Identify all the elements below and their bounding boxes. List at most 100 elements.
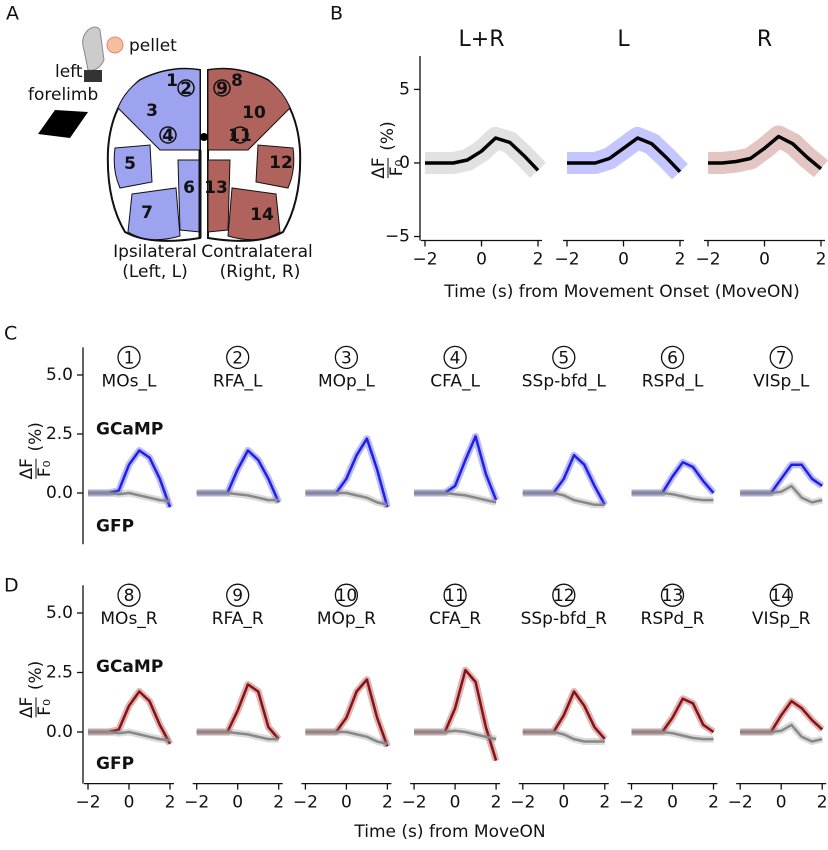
- x-tick-label: −2: [293, 793, 318, 813]
- legend-label: GFP: [96, 754, 134, 774]
- chart-title: RFA_R: [212, 609, 264, 629]
- region: [227, 187, 281, 241]
- title-number: 9: [232, 586, 243, 606]
- region-number: 1: [166, 71, 178, 91]
- region-number: 7: [141, 203, 153, 223]
- series-line: [631, 730, 714, 741]
- x-tick-label: 2: [817, 793, 828, 813]
- panel-label: C: [4, 323, 17, 345]
- chart-title: MOp_R: [317, 609, 376, 629]
- panel-label: B: [330, 3, 343, 25]
- x-tick-label: 0: [476, 250, 487, 270]
- region-number: 9: [216, 79, 228, 99]
- wrist: [84, 70, 102, 82]
- region-circle: [213, 79, 231, 97]
- side-label: Contralateral: [201, 242, 313, 262]
- region-number: 6: [183, 178, 195, 198]
- title-number-circle: [443, 345, 467, 370]
- series-line: [522, 730, 605, 743]
- series-line: [196, 491, 279, 502]
- region-number: 12: [269, 153, 293, 173]
- title-number-circle: [226, 583, 250, 607]
- x-tick-label: 0: [618, 250, 629, 270]
- chart-title: VISp_R: [752, 609, 811, 629]
- x-tick-label: 0: [759, 250, 770, 270]
- x-tick-label: 2: [382, 793, 393, 813]
- y-tick-label: 5.0: [46, 603, 73, 623]
- x-tick-label: 2: [165, 793, 176, 813]
- series-line: [414, 729, 497, 741]
- legend-label: GCaMP: [96, 657, 163, 677]
- y-label-unit: (%): [378, 121, 398, 150]
- side-label: (Left, L): [122, 262, 188, 282]
- series-line: [305, 491, 388, 507]
- y-label-num: ΔF: [17, 697, 37, 718]
- title-number-circle: [552, 345, 576, 370]
- title-number: 7: [776, 348, 787, 368]
- chart-title: RSPd_R: [641, 609, 705, 629]
- series-line: [740, 723, 823, 743]
- region: [255, 144, 295, 189]
- mean-line: [708, 134, 823, 171]
- sem-band: [305, 489, 389, 509]
- region-number: 8: [231, 71, 243, 91]
- x-tick-label: 2: [533, 250, 544, 270]
- sem-band: [305, 728, 389, 748]
- x-tick-label: −2: [184, 793, 209, 813]
- x-tick-label: 2: [273, 793, 284, 813]
- title-number-circle: [443, 583, 467, 607]
- title-number: 8: [124, 586, 135, 606]
- x-tick-label: 0: [776, 793, 787, 813]
- x-tick-label: −2: [75, 793, 100, 813]
- chart-title: L: [617, 27, 630, 52]
- x-tick-label: 2: [599, 793, 610, 813]
- mean-line: [567, 136, 682, 174]
- x-tick-label: −2: [695, 250, 720, 270]
- bregma: [200, 133, 208, 141]
- y-label-den: F₀: [387, 160, 407, 177]
- chart-title: MOs_R: [100, 609, 157, 629]
- x-tick-label: 0: [124, 793, 135, 813]
- title-number: 10: [336, 586, 358, 606]
- sem-band: [305, 435, 391, 509]
- y-tick-label: 0.0: [46, 722, 73, 742]
- y-label-unit: (%): [26, 661, 46, 690]
- y-tick-label: 2.5: [46, 663, 73, 683]
- y-tick-label: −5: [385, 227, 410, 247]
- y-label-unit: (%): [26, 422, 46, 451]
- series-line: [305, 730, 388, 746]
- region: [207, 68, 291, 151]
- pellet-label: pellet: [129, 36, 177, 56]
- title-number-circle: [769, 583, 793, 607]
- title-number-circle: [117, 583, 141, 607]
- chart-title: MOs_L: [102, 371, 157, 391]
- y-tick-label: 0: [399, 153, 410, 173]
- region: [117, 68, 201, 151]
- pellet-dot: [106, 36, 124, 54]
- chart-title: CFA_L: [430, 371, 480, 391]
- series-line: [414, 491, 497, 504]
- x-tick-label: −2: [412, 250, 437, 270]
- title-number: 3: [341, 348, 352, 368]
- y-label-den: F₀: [35, 460, 55, 477]
- mean-line: [425, 136, 540, 172]
- title-number: 13: [662, 586, 684, 606]
- title-number: 2: [232, 348, 243, 368]
- limb-label: forelimb: [28, 85, 98, 105]
- side-label: Ipsilateral: [113, 242, 197, 262]
- region: [127, 187, 181, 241]
- series-line: [196, 730, 279, 741]
- x-tick-label: −2: [510, 793, 535, 813]
- region-circle: [177, 79, 195, 97]
- x-tick-label: 0: [341, 793, 352, 813]
- series-line: [522, 491, 605, 507]
- x-tick-label: −2: [402, 793, 427, 813]
- chart-title: MOp_L: [318, 371, 375, 391]
- x-tick-label: 0: [232, 793, 243, 813]
- y-tick-label: 0.0: [46, 483, 73, 503]
- title-number-circle: [334, 345, 359, 370]
